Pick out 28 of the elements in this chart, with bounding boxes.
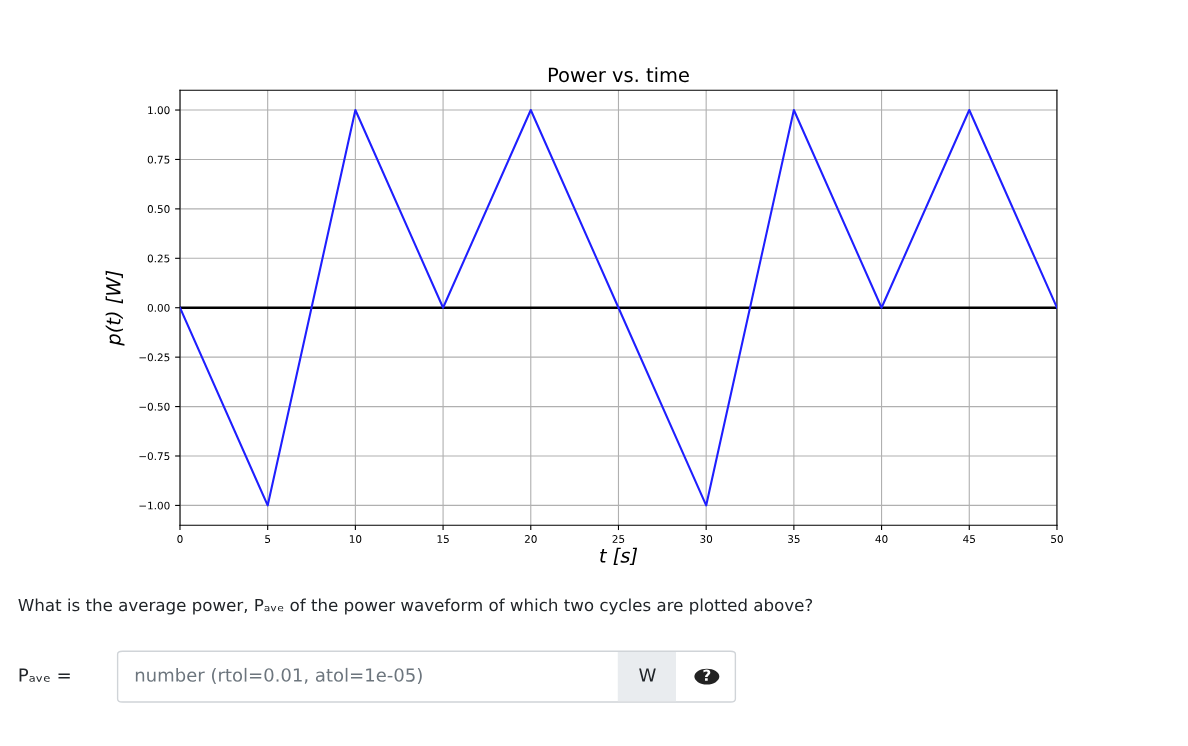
y-tick-label: 1.00 [148, 106, 170, 115]
y-tick-label: 0.25 [147, 254, 170, 263]
x-tick-label: 30 [700, 535, 713, 543]
chart-title: Power vs. time [548, 67, 689, 83]
x-tick-label: 0 [177, 535, 183, 543]
text: Pₐᵥₑ = [19, 668, 70, 682]
x-tick-label: 45 [963, 535, 975, 543]
y-tick-label: −0.75 [139, 452, 170, 461]
x-axis-title: t [s] [600, 547, 638, 566]
text: W [639, 668, 656, 682]
x-tick-label: 5 [265, 535, 271, 543]
x-tick-label: 25 [612, 535, 625, 543]
y-tick-label: 0.50 [147, 205, 170, 213]
y-tick-label: 0.00 [147, 303, 170, 312]
y-tick-label: −0.25 [139, 353, 170, 362]
x-tick-label: 40 [875, 535, 888, 543]
y-tick-label: 0.75 [147, 155, 170, 164]
text: What is the average power, Pₐᵥₑ of the power waveform of which two cycles are plotted above? [18, 598, 813, 615]
y-axis-title: p(t) [W] [105, 270, 125, 346]
text: number (rtol=0.01, atol=1e-05) [135, 667, 422, 684]
y-tick-label: −1.00 [139, 501, 170, 510]
x-tick-label: 10 [349, 535, 362, 543]
x-tick-label: 50 [1051, 535, 1063, 543]
x-tick-label: 15 [437, 535, 449, 543]
x-tick-label: 35 [788, 535, 800, 543]
x-tick-label: 20 [524, 535, 537, 543]
y-tick-label: −0.50 [139, 402, 170, 411]
text: ? [703, 669, 711, 681]
